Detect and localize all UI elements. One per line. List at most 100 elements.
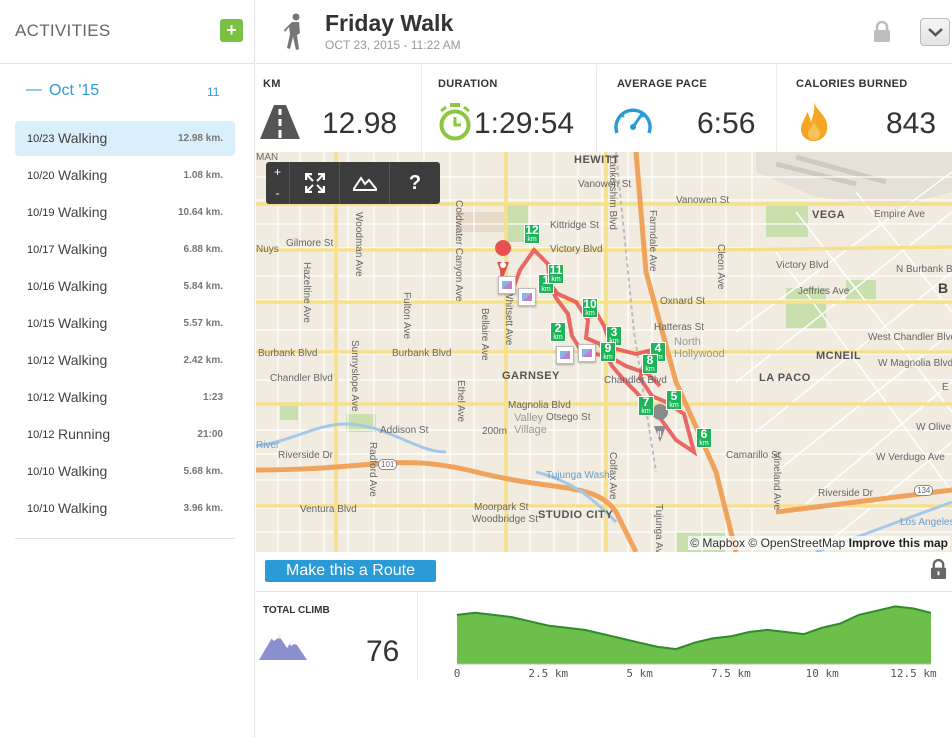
activity-item[interactable]: 10/19 Walking 10.64 km. (15, 195, 235, 230)
map-label: Fulton Ave (401, 292, 412, 340)
zoom-out-button[interactable]: - (275, 186, 280, 200)
km-marker[interactable]: 2 km (550, 322, 566, 342)
map-label: Chandler Blvd (604, 375, 667, 386)
walking-person-icon (284, 13, 300, 50)
activity-type: Walking (58, 315, 108, 331)
km-marker-unit: km (603, 354, 613, 361)
activity-item[interactable]: 10/15 Walking 5.57 km. (15, 306, 235, 341)
km-marker-number: 6 (700, 427, 708, 441)
km-marker-number: 2 (554, 321, 562, 335)
map-label: B (938, 280, 949, 296)
photo-marker[interactable] (556, 346, 574, 364)
map-label: E (942, 382, 949, 393)
stat-label: DURATION (438, 78, 498, 90)
activity-value: 5.57 km. (183, 318, 223, 329)
sidebar-header: ACTIVITIES + (0, 0, 254, 64)
datetime-separator: - (403, 38, 408, 52)
activity-date: 10/19 (27, 207, 55, 219)
map-label: North Hollywood (674, 336, 725, 360)
map-label: MAN (256, 152, 279, 163)
map-label: Gilmore St (286, 238, 334, 249)
activity-item[interactable]: 10/17 Walking 6.88 km. (15, 232, 235, 267)
stat-calories: CALORIES BURNED 843 (777, 65, 952, 152)
month-label[interactable]: Oct '15 (49, 82, 100, 99)
map-label: Vanowen St (578, 179, 632, 190)
km-marker-unit: km (641, 408, 651, 415)
photo-marker[interactable] (498, 276, 516, 294)
improve-map-link[interactable]: Improve this map (848, 536, 948, 550)
collapse-toggle-icon[interactable]: — (26, 81, 42, 98)
route-map[interactable]: HEWITT VEGA GARNSEY MCNEIL LA PACO STUDI… (256, 152, 952, 552)
mapbox-link[interactable]: © Mapbox (690, 536, 746, 550)
map-label: Moorpark St (474, 502, 529, 513)
activity-value: 12.98 km. (177, 133, 223, 144)
km-marker[interactable]: 9 km (600, 342, 616, 362)
activity-date: 10/20 (27, 170, 55, 182)
km-marker-number: 1 (542, 273, 550, 287)
map-label: River (256, 440, 280, 451)
zoom-controls: + - (266, 162, 290, 204)
photo-marker[interactable] (518, 288, 536, 306)
make-route-button[interactable]: Make this a Route (265, 560, 436, 582)
activity-title: Friday Walk (325, 10, 454, 36)
activity-type: Walking (58, 204, 108, 220)
activity-date: 10/10 (27, 503, 55, 515)
help-button[interactable]: ? (408, 171, 422, 194)
km-marker-number: 5 (670, 389, 678, 403)
map-label: Farmdale Ave (647, 210, 658, 272)
highway-shield: 134 (914, 485, 934, 496)
km-marker-number: 11 (549, 263, 563, 277)
activity-item[interactable]: 10/12 Running 21:00 (15, 417, 235, 452)
terrain-button[interactable] (340, 162, 390, 204)
km-marker-unit: km (653, 354, 663, 361)
lock-icon[interactable] (930, 559, 947, 580)
stat-label: CALORIES BURNED (796, 78, 908, 90)
highway-shield: 101 (378, 459, 398, 470)
sidebar-divider (15, 538, 235, 539)
fullscreen-button[interactable] (290, 162, 340, 204)
map-label: Kittridge St (550, 220, 599, 231)
map-label: MCNEIL (816, 350, 862, 362)
activity-item[interactable]: 10/23 Walking 12.98 km. (15, 121, 235, 156)
add-activity-button[interactable]: + (220, 19, 243, 42)
stat-pace: AVERAGE PACE 6:56 (597, 65, 777, 152)
map-label: Camarillo St (726, 450, 781, 461)
activity-item[interactable]: 10/10 Walking 3.96 km. (15, 491, 235, 526)
map-label: Hatteras St (654, 322, 705, 333)
photo-marker[interactable] (578, 344, 596, 362)
stat-duration: DURATION 1:29:54 (422, 65, 597, 152)
map-label: Tujunga Wash (546, 470, 610, 481)
activity-item[interactable]: 10/12 Walking 2.42 km. (15, 343, 235, 378)
pause-marker[interactable]: II (657, 430, 662, 439)
month-group-header[interactable]: — Oct '15 11 (0, 80, 255, 104)
map-label: Woodman Ave (353, 212, 364, 277)
mountain-icon (259, 631, 307, 660)
zoom-in-button[interactable]: + (273, 165, 281, 179)
options-dropdown-button[interactable] (920, 18, 950, 46)
activity-item[interactable]: 10/16 Walking 5.84 km. (15, 269, 235, 304)
activity-item[interactable]: 10/20 Walking 1.08 km. (15, 158, 235, 193)
km-marker[interactable]: 6 km (696, 428, 712, 448)
stat-value: 843 (886, 107, 937, 140)
stopwatch-icon (439, 103, 471, 141)
activity-item[interactable]: 10/10 Walking 5.68 km. (15, 454, 235, 489)
elevation-area (457, 606, 931, 664)
km-marker[interactable]: 11 km (548, 264, 564, 284)
map-label: W Magnolia Blvd (878, 358, 952, 369)
km-marker[interactable]: 5 km (666, 390, 682, 410)
lock-icon[interactable] (873, 21, 891, 43)
km-marker[interactable]: 10 km (582, 298, 598, 318)
activity-type: Walking (58, 352, 108, 368)
km-marker[interactable]: 8 km (642, 354, 658, 374)
map-label: Cleon Ave (715, 244, 726, 290)
km-marker[interactable]: 7 km (638, 396, 654, 416)
elevation-chart: 0 2.5 km 5 km 7.5 km 10 km 12.5 km (454, 605, 937, 680)
km-marker[interactable]: 12 km (524, 224, 540, 244)
x-tick-label: 2.5 km (528, 667, 568, 680)
activity-item[interactable]: 10/12 Walking 1:23 (15, 380, 235, 415)
osm-link[interactable]: © OpenStreetMap (748, 536, 846, 550)
activity-type: Running (58, 426, 111, 442)
map-label: Whitsett Ave (503, 290, 514, 346)
km-marker-unit: km (551, 276, 561, 283)
km-marker-unit: km (585, 310, 595, 317)
